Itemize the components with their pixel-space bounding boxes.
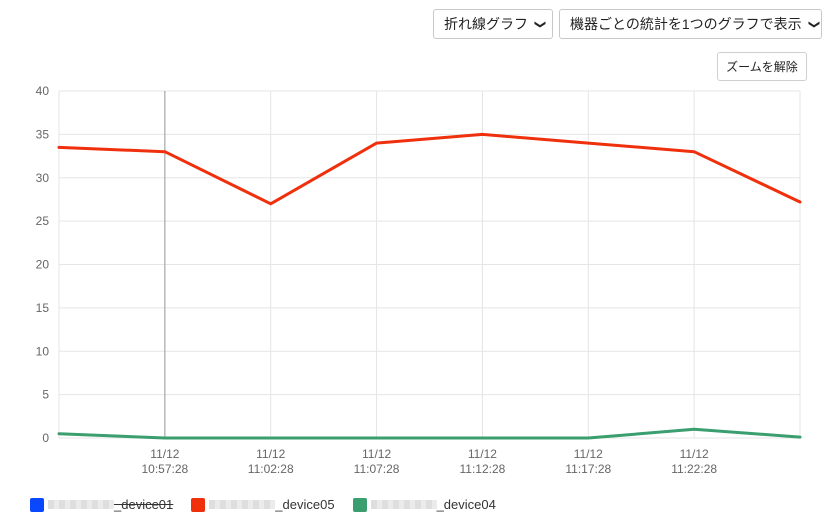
redacted-prefix [370,500,437,509]
legend-label: _device04 [436,497,496,512]
x-tick-time: 11:22:28 [671,462,717,476]
legend-item-device01[interactable]: _device01 [30,497,173,512]
reset-zoom-label: ズームを解除 [726,60,798,74]
y-tick-label: 5 [42,388,49,402]
legend-swatch [191,497,206,512]
legend-item-device04[interactable]: _device04 [352,497,496,512]
y-tick-label: 10 [36,344,50,358]
view-mode-select[interactable]: 機器ごとの統計を1つのグラフで表示 ❯ [559,9,822,39]
legend-label-wrap: _device01 [48,497,173,512]
legend: _device01 _device05 _device04 [30,497,514,512]
reset-zoom-button[interactable]: ズームを解除 [717,52,807,81]
y-tick-label: 15 [36,301,50,315]
legend-swatch [352,497,367,512]
legend-item-device05[interactable]: _device05 [191,497,335,512]
y-tick-label: 30 [36,171,50,185]
y-tick-label: 40 [36,84,50,98]
series-line-device04[interactable] [57,427,802,440]
redacted-prefix [209,500,276,509]
x-tick-date: 11/12 [574,447,603,461]
y-tick-label: 20 [36,258,50,272]
legend-label: _device01 [114,497,174,512]
view-mode-label: 機器ごとの統計を1つのグラフで表示 [570,16,802,32]
legend-label-wrap: _device05 [209,497,335,512]
redacted-prefix [48,500,114,509]
x-tick-time: 11:02:28 [248,462,294,476]
y-tick-label: 0 [42,431,49,445]
x-tick-time: 10:57:28 [141,462,188,476]
series-line-device05[interactable] [57,132,802,206]
x-tick-date: 11/12 [468,447,497,461]
x-tick-time: 11:07:28 [354,462,400,476]
x-tick-time: 11:12:28 [460,462,506,476]
x-tick-date: 11/12 [150,447,179,461]
x-tick-date: 11/12 [680,447,709,461]
chart-type-label: 折れ線グラフ [444,16,528,32]
x-tick-date: 11/12 [256,447,285,461]
legend-swatch [30,497,44,512]
y-tick-label: 25 [36,214,50,228]
chart-type-select[interactable]: 折れ線グラフ ❯ [433,9,553,39]
legend-label: _device05 [275,497,335,512]
x-tick-date: 11/12 [362,447,391,461]
x-tick-time: 11:17:28 [565,462,611,476]
legend-label-wrap: _device04 [370,497,496,512]
y-tick-label: 35 [36,127,50,141]
